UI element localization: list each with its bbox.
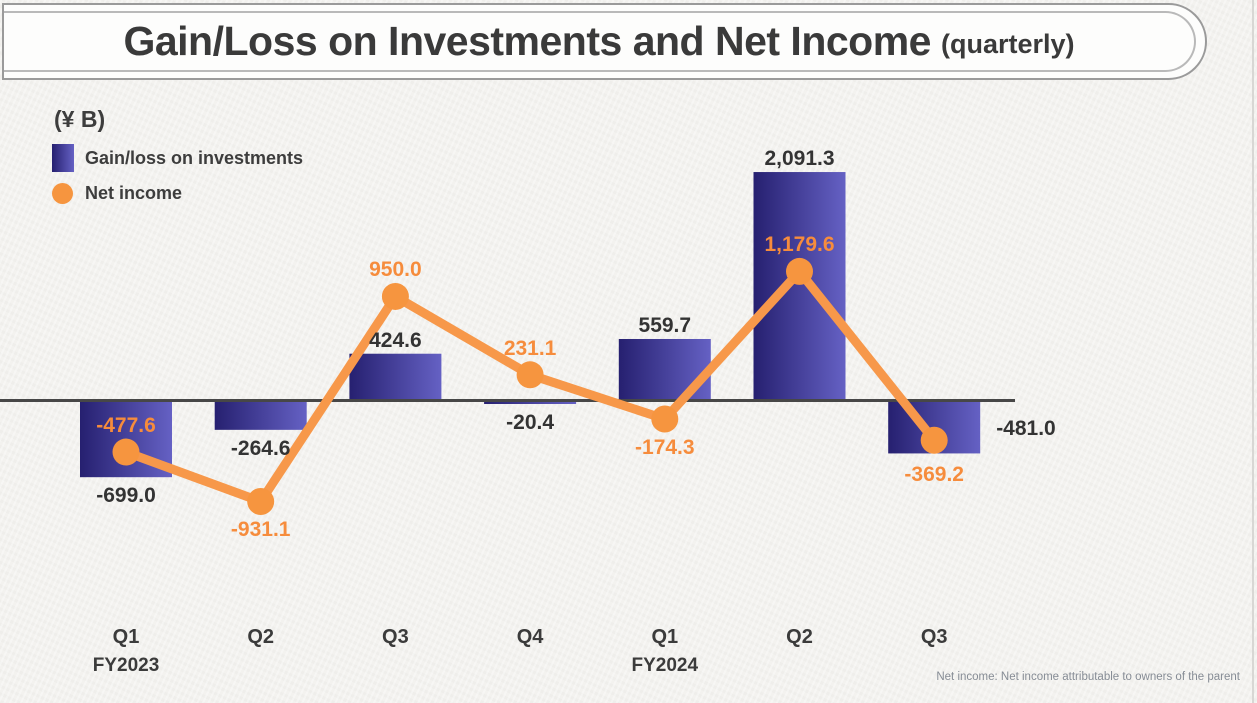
- legend-item-investments: Gain/loss on investments: [52, 143, 303, 173]
- bar-value-label: 424.6: [369, 328, 422, 352]
- net-income-value-label: -931.1: [230, 518, 291, 542]
- x-axis-label: Q1: [112, 626, 140, 648]
- net-income-marker: [651, 405, 679, 433]
- bar-value-label: -20.4: [506, 411, 555, 434]
- bar-value-label: 559.7: [638, 313, 692, 337]
- net-income-marker: [247, 487, 275, 515]
- bar-swatch-icon: [52, 144, 74, 172]
- bar: [753, 172, 846, 400]
- net-income-marker: [786, 257, 813, 285]
- legend-item-net-income: Net income: [52, 178, 303, 208]
- net-income-value-label: -369.2: [904, 463, 964, 487]
- x-axis-label: Q3: [382, 626, 409, 648]
- fiscal-year-label: FY2023: [92, 655, 160, 676]
- x-axis-label: Q3: [920, 626, 948, 648]
- bar-value-label: -481.0: [996, 417, 1056, 441]
- bar: [618, 338, 711, 400]
- net-income-value-label: 231.1: [503, 336, 557, 360]
- page-title: Gain/Loss on Investments and Net Income: [123, 18, 931, 64]
- x-axis-label: Q2: [786, 626, 813, 648]
- footnote: Net income: Net income attributable to o…: [936, 671, 1240, 683]
- bar-value-label: -264.6: [230, 436, 291, 460]
- bar: [214, 401, 307, 430]
- net-income-marker: [920, 426, 948, 454]
- dot-swatch-icon: [52, 182, 73, 204]
- bar: [484, 401, 577, 404]
- bar-value-label: -699.0: [96, 484, 156, 508]
- y-axis-units-label: (¥ B): [54, 106, 106, 132]
- title-box: Gain/Loss on Investments and Net Income …: [2, 3, 1207, 80]
- net-income-marker: [112, 438, 140, 466]
- page-title-suffix: (quarterly): [940, 29, 1075, 59]
- axis-line: [0, 399, 1015, 402]
- slide-right-edge: [1252, 0, 1254, 703]
- net-income-value-label: -174.3: [635, 435, 695, 459]
- x-axis-label: Q4: [516, 626, 544, 648]
- x-axis-label: Q2: [247, 626, 275, 648]
- x-axis-label: Q1: [651, 626, 679, 648]
- title-box-inner-border: Gain/Loss on Investments and Net Income …: [4, 11, 1196, 72]
- net-income-marker: [381, 282, 409, 310]
- net-income-marker: [516, 361, 544, 389]
- legend-label: Gain/loss on investments: [85, 147, 304, 168]
- net-income-value-label: 950.0: [369, 258, 422, 282]
- fiscal-year-label: FY2024: [631, 655, 699, 676]
- legend-label: Net income: [85, 182, 183, 203]
- bar-value-label: 2,091.3: [764, 147, 835, 171]
- chart-legend: Gain/loss on investments Net income: [52, 143, 303, 213]
- net-income-value-label: 1,179.6: [764, 233, 835, 257]
- bar: [349, 353, 442, 400]
- net-income-value-label: -477.6: [96, 414, 156, 438]
